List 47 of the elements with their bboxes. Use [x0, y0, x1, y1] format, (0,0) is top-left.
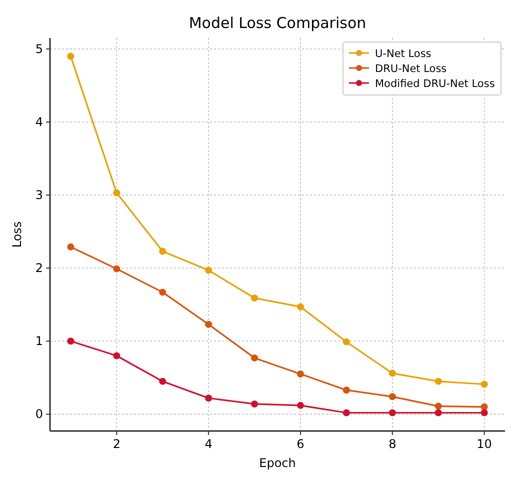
x-axis-title: Epoch	[259, 456, 296, 470]
point	[67, 338, 74, 345]
point	[296, 370, 304, 378]
point	[205, 266, 212, 274]
chart-title: Model Loss Comparison	[188, 14, 366, 32]
point	[205, 394, 212, 402]
point	[342, 386, 350, 394]
y-tick-label: 5	[35, 42, 43, 56]
y-tick-label: 4	[35, 115, 43, 130]
point	[388, 393, 396, 400]
point	[434, 378, 442, 385]
point	[251, 400, 258, 408]
x-tick-label: 8	[388, 437, 396, 451]
x-tick-label: 2	[112, 437, 120, 451]
legend-label: Modified DRU-Net Loss	[375, 78, 495, 90]
y-axis-title: Loss	[10, 221, 24, 248]
x-tick-label: 10	[476, 437, 492, 451]
y-tick-label: 3	[35, 188, 43, 202]
point	[388, 370, 396, 377]
point	[434, 409, 442, 416]
point	[480, 409, 488, 416]
point	[205, 320, 212, 328]
x-tick-label: 6	[296, 437, 304, 451]
point	[342, 409, 350, 416]
point	[480, 380, 488, 388]
point	[67, 52, 74, 60]
point	[342, 338, 350, 346]
point	[388, 409, 396, 416]
point	[113, 265, 120, 272]
y-tick-label: 1	[35, 334, 43, 348]
legend-label: DRU-Net Loss	[375, 63, 447, 75]
point	[113, 352, 120, 360]
point	[159, 288, 166, 296]
point	[159, 248, 166, 255]
point	[251, 354, 258, 362]
point	[159, 378, 166, 385]
y-tick-label: 2	[35, 261, 43, 276]
legend-label: U-Net Loss	[375, 48, 432, 60]
point	[296, 402, 304, 409]
point	[251, 294, 258, 302]
x-tick-label: 4	[204, 437, 212, 451]
point	[434, 402, 442, 410]
point	[113, 189, 120, 196]
point	[296, 303, 304, 310]
point	[480, 403, 488, 410]
y-tick-label: 0	[35, 407, 43, 422]
point	[67, 243, 74, 250]
